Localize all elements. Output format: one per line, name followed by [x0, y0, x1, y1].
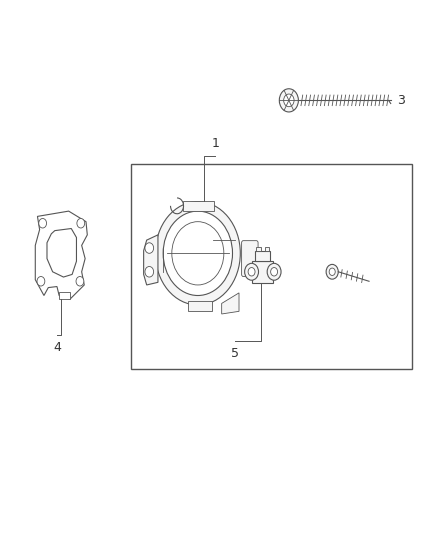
Text: 4: 4 [53, 342, 61, 354]
Circle shape [77, 219, 85, 228]
Circle shape [37, 277, 45, 286]
Bar [265, 247, 269, 251]
Polygon shape [35, 211, 87, 299]
Circle shape [325, 264, 338, 279]
Bar [131, 164, 411, 369]
Circle shape [171, 222, 223, 285]
Bar [254, 251, 270, 261]
Circle shape [267, 263, 280, 280]
Circle shape [279, 89, 298, 112]
Circle shape [163, 211, 232, 295]
Polygon shape [221, 293, 238, 314]
Circle shape [145, 266, 153, 277]
Circle shape [39, 219, 46, 228]
Circle shape [270, 268, 277, 276]
Circle shape [283, 94, 293, 107]
Circle shape [155, 201, 240, 305]
Text: 3: 3 [396, 94, 404, 107]
Polygon shape [143, 235, 158, 285]
Circle shape [247, 268, 254, 276]
Text: 1: 1 [211, 138, 219, 150]
Bar [256, 247, 260, 251]
Bar [59, 292, 70, 299]
Bar [182, 200, 213, 211]
Text: 5: 5 [230, 346, 238, 360]
Bar [252, 261, 272, 283]
Polygon shape [47, 229, 76, 277]
Polygon shape [187, 301, 212, 311]
Circle shape [244, 263, 258, 280]
Circle shape [145, 243, 153, 253]
FancyBboxPatch shape [241, 241, 258, 277]
Circle shape [76, 277, 84, 286]
Circle shape [328, 268, 335, 276]
